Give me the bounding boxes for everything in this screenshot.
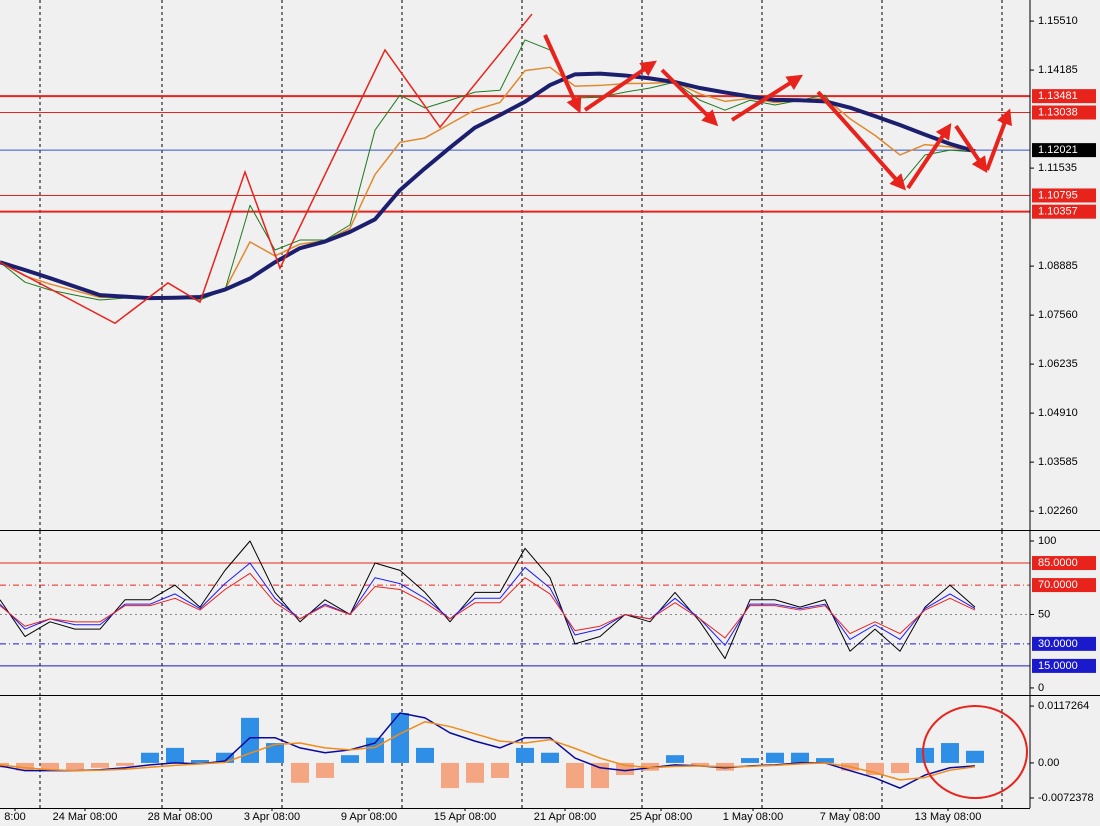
level-label: 70.0000 (1038, 579, 1078, 591)
histogram-bar (466, 762, 484, 783)
histogram-bar (341, 755, 359, 763)
y-tick-label: 50 (1038, 608, 1050, 620)
x-tick-label: 8:00 (4, 811, 25, 823)
trend-arrows (543, 34, 1012, 191)
histogram-bar (791, 752, 809, 763)
arrow (985, 108, 1012, 171)
arrow (954, 124, 988, 173)
histogram-bar (291, 762, 309, 783)
x-tick-label: 3 Apr 08:00 (244, 811, 300, 823)
level-label-box (1032, 578, 1096, 593)
x-tick-label: 13 May 08:00 (915, 811, 982, 823)
level-label: 15.0000 (1038, 660, 1078, 672)
x-tick-label: 9 Apr 08:00 (341, 811, 397, 823)
histogram-bar (16, 762, 34, 771)
level-label: 1.10795 (1038, 189, 1078, 201)
level-label: 30.0000 (1038, 638, 1078, 650)
y-tick-label: -0.0072378 (1038, 792, 1094, 804)
histogram-bar (66, 762, 84, 770)
histogram-bar (641, 762, 659, 771)
histogram-bar (541, 752, 559, 763)
histogram-bar (91, 762, 109, 768)
y-tick-label: 0.0117264 (1038, 700, 1089, 712)
y-tick-label: 1.04910 (1038, 407, 1078, 419)
frame (0, 0, 1100, 809)
arrow (660, 68, 719, 127)
y-tick-label: 0 (1038, 682, 1044, 694)
series-line (0, 720, 976, 781)
x-tick-label: 24 Mar 08:00 (53, 811, 118, 823)
histogram-bar (366, 737, 384, 763)
histogram-bar (591, 762, 609, 789)
level-label: 1.10357 (1038, 206, 1078, 218)
arrow (543, 34, 582, 114)
histogram-bar (816, 758, 834, 763)
y-tick-label: 1.08885 (1038, 260, 1078, 272)
histogram-bar (666, 755, 684, 763)
histogram-bar (916, 747, 934, 763)
level-label: 1.13038 (1038, 106, 1078, 118)
x-tick-label: 1 May 08:00 (723, 811, 784, 823)
histogram-bar (766, 752, 784, 763)
histogram-bar (516, 747, 534, 763)
level-label-box (1032, 89, 1096, 104)
histogram-bar (41, 762, 59, 771)
zigzag-line (0, 13, 533, 325)
histogram-bar (191, 760, 209, 763)
histogram-bar (741, 758, 759, 763)
y-tick-label: 1.15510 (1038, 15, 1078, 27)
x-tick-label: 15 Apr 08:00 (434, 811, 496, 823)
highlight-circle (922, 705, 1028, 799)
level-label-box (1032, 658, 1096, 673)
histogram-bar (941, 743, 959, 763)
arrow (906, 123, 952, 190)
level-label: 1.12021 (1038, 144, 1078, 156)
histogram-bar (391, 712, 409, 763)
y-tick-label: 1.03585 (1038, 456, 1078, 468)
histogram-bar (116, 762, 134, 766)
histogram-bar (416, 747, 434, 763)
arrow (730, 74, 804, 122)
level-label-box (1032, 143, 1096, 158)
histogram-bar (266, 743, 284, 763)
y-tick-label: 100 (1038, 535, 1056, 547)
histogram-bar (441, 762, 459, 789)
level-label-box (1032, 188, 1096, 203)
histogram-bar (141, 752, 159, 763)
y-tick-label: 1.11535 (1038, 162, 1077, 174)
level-label: 1.13481 (1038, 90, 1078, 102)
series-line (0, 562, 976, 646)
histogram-bar (166, 747, 184, 763)
y-tick-label: 0.00 (1038, 757, 1059, 769)
series-line (0, 572, 976, 639)
series-line (0, 71, 976, 301)
histogram-bar (216, 752, 234, 763)
level-label-box (1032, 204, 1096, 219)
arrow (816, 90, 906, 191)
histogram-bar (891, 762, 909, 774)
level-label-box (1032, 556, 1096, 571)
level-label-box (1032, 105, 1096, 120)
level-label-box (1032, 636, 1096, 651)
histogram-bar (566, 762, 584, 789)
series-line (0, 540, 976, 660)
histogram-bar (491, 762, 509, 778)
histogram-bar (316, 762, 334, 778)
histogram-bar (691, 762, 709, 766)
level-label: 85.0000 (1038, 557, 1078, 569)
x-tick-label: 7 May 08:00 (820, 811, 881, 823)
histogram-bar (966, 750, 984, 763)
y-tick-label: 1.02260 (1038, 505, 1078, 517)
y-tick-label: 1.07560 (1038, 309, 1078, 321)
arrow (583, 60, 657, 112)
y-tick-label: 1.06235 (1038, 358, 1078, 370)
x-tick-label: 28 Mar 08:00 (148, 811, 213, 823)
y-tick-label: 1.14185 (1038, 64, 1078, 76)
x-tick-label: 25 Apr 08:00 (630, 811, 692, 823)
x-tick-label: 21 Apr 08:00 (534, 811, 596, 823)
